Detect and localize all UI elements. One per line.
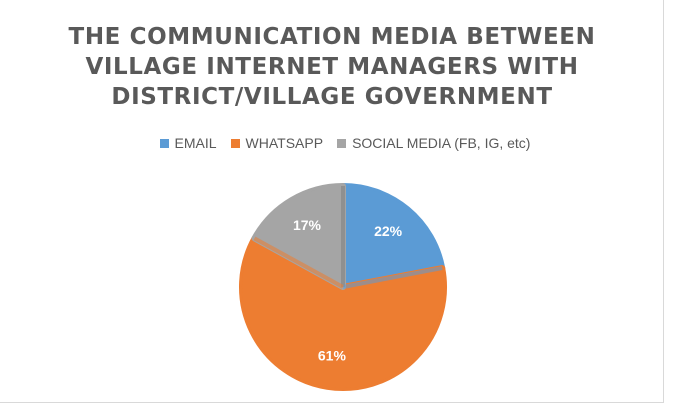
pie-slices (239, 183, 447, 391)
legend-item-social-media: SOCIAL MEDIA (FB, IG, etc) (337, 135, 530, 151)
pie-slice-fill-social-media (254, 186, 343, 287)
chart-title-line-2: VILLAGE INTERNET MANAGERS WITH (85, 54, 579, 80)
legend-swatch-email (159, 138, 169, 148)
data-label-whatsapp: 61% (318, 348, 347, 364)
legend-label-social-media: SOCIAL MEDIA (FB, IG, etc) (352, 135, 531, 151)
pie-data-labels: 22% 61% 17% (293, 217, 403, 364)
chart-legend: EMAIL WHATSAPP SOCIAL MEDIA (FB, IG, etc… (0, 135, 674, 151)
legend-swatch-social-media (337, 138, 347, 148)
data-label-email: 22% (374, 223, 403, 239)
legend-item-email: EMAIL (159, 135, 217, 151)
slice-separator-social-media (253, 236, 344, 289)
pie-slice-fill-email (343, 186, 443, 287)
data-label-social-media: 17% (293, 217, 322, 233)
legend-swatch-whatsapp (230, 138, 240, 148)
legend-item-whatsapp: WHATSAPP (230, 135, 324, 151)
pie-slice-fill-whatsapp (241, 238, 444, 388)
chart-title: THE COMMUNICATION MEDIA BETWEEN VILLAGE … (0, 22, 664, 112)
legend-label-whatsapp: WHATSAPP (245, 135, 324, 151)
slice-separator-whatsapp (342, 266, 443, 289)
chart-title-line-3: DISTRICT/VILLAGE GOVERNMENT (111, 84, 553, 110)
legend-label-email: EMAIL (174, 135, 217, 151)
chart-title-line-1: THE COMMUNICATION MEDIA BETWEEN (68, 24, 596, 50)
